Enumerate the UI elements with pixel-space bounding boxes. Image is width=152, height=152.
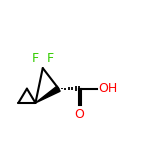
Text: O: O [74,108,84,121]
Text: F: F [47,52,54,65]
Text: OH: OH [98,82,117,95]
Text: F: F [32,52,39,65]
Polygon shape [35,86,60,103]
